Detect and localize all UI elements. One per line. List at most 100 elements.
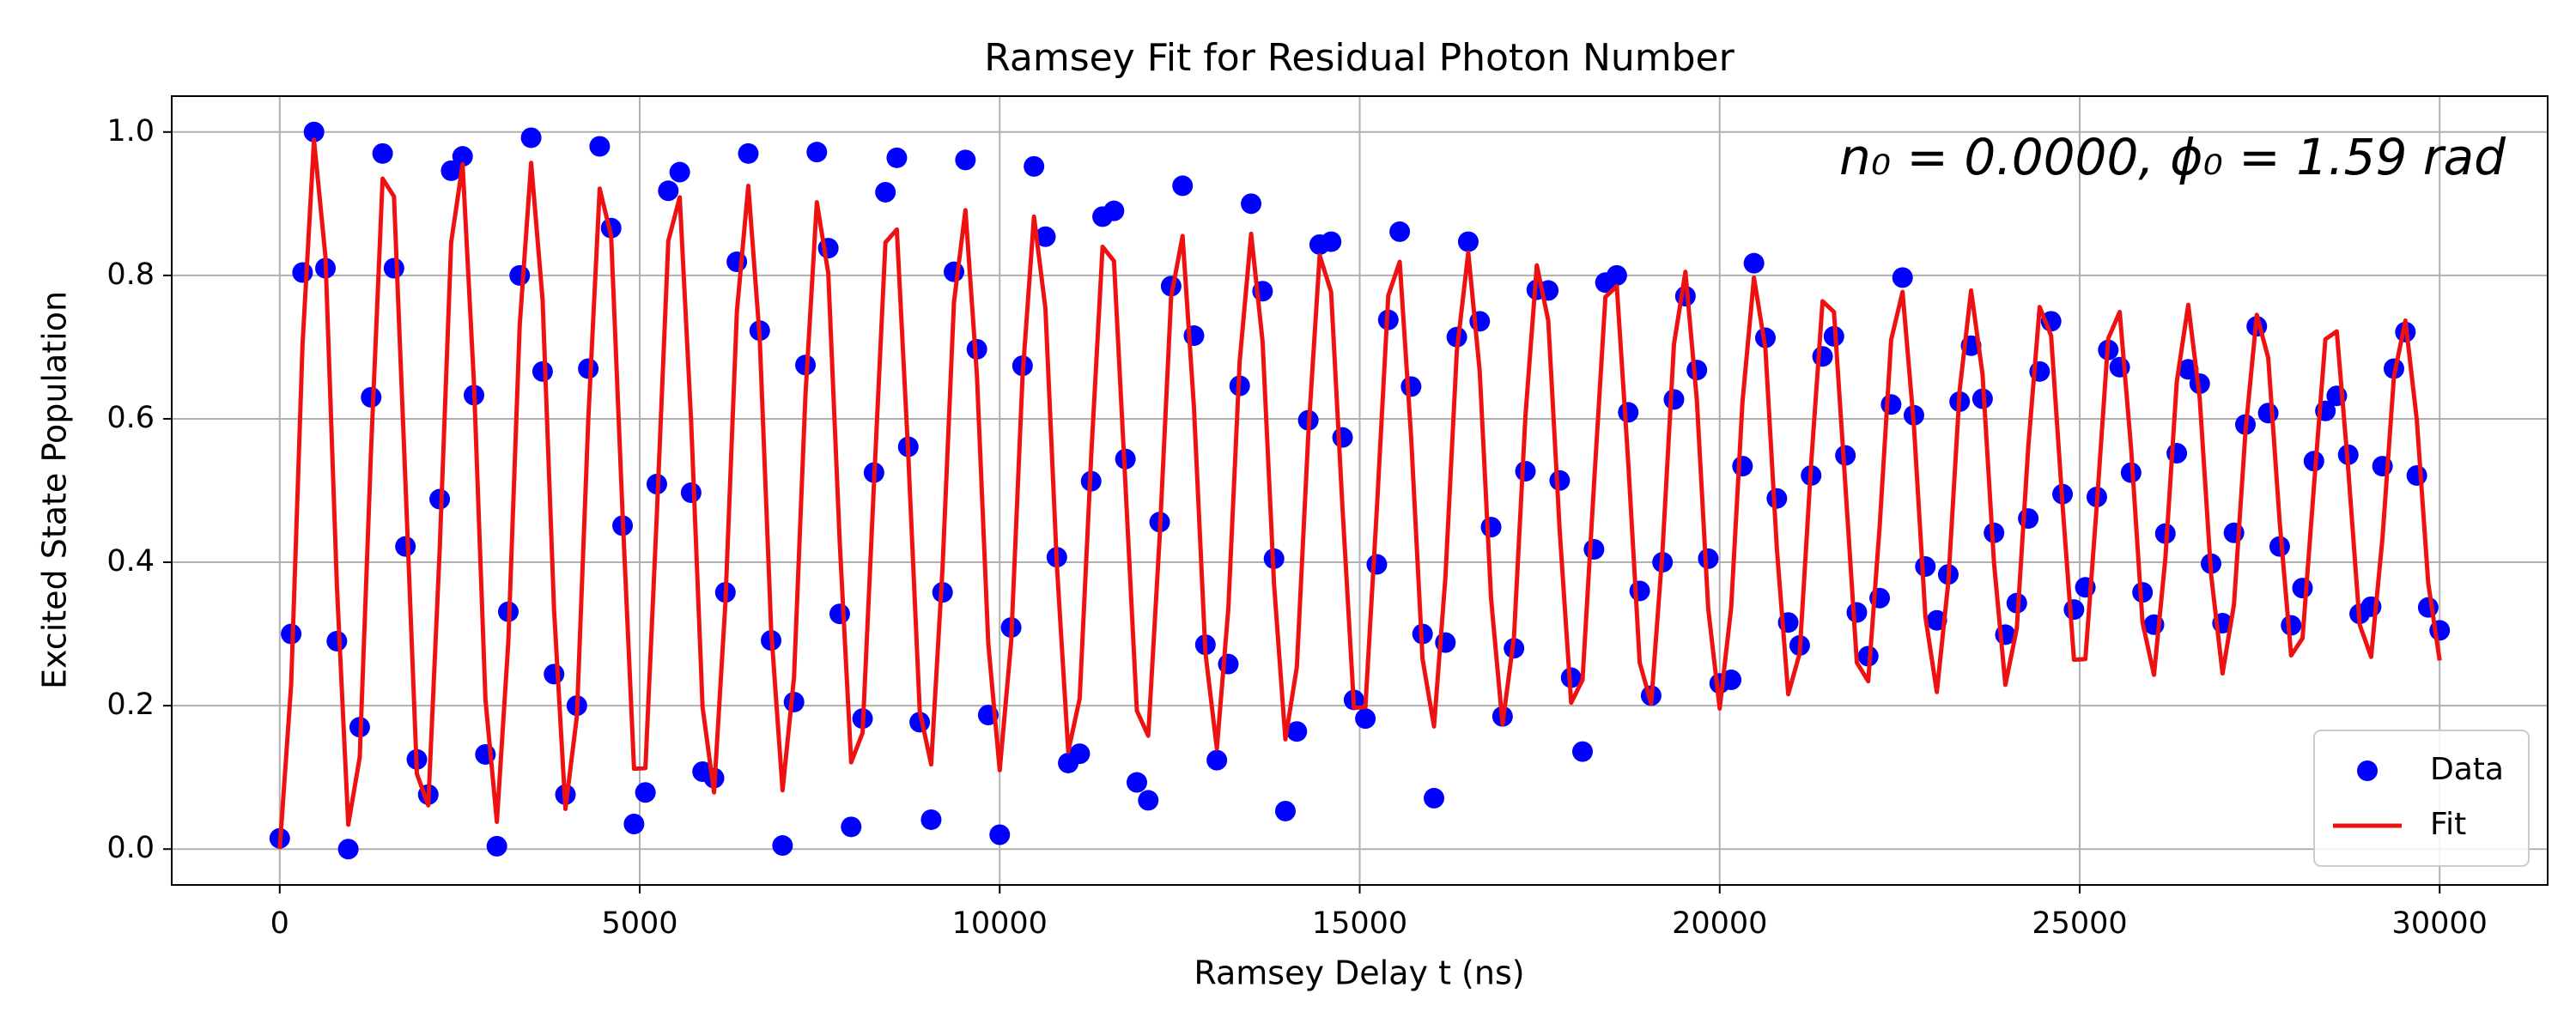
data-point [806,142,828,163]
data-point [486,835,507,857]
data-point [738,142,759,164]
data-point [1366,554,1388,575]
y-tick-label: 0.2 [106,688,155,722]
data-point [1618,402,1639,423]
data-point [623,813,645,834]
data-point [841,816,862,838]
data-point [1103,200,1125,221]
data-point [2063,599,2085,621]
x-tick-label: 5000 [601,906,677,941]
data-point [2417,597,2439,618]
x-tick-label: 30000 [2392,906,2488,941]
data-point [1389,221,1411,242]
data-point [669,161,690,183]
data-point [452,146,473,167]
data-point [1286,721,1308,742]
y-tick-label: 0.0 [106,831,155,865]
y-tick-label: 1.0 [106,114,155,148]
data-point [635,782,656,803]
data-point [532,360,553,382]
data-point [658,180,679,202]
data-point [955,149,976,171]
data-point [1583,539,1605,560]
data-point [2406,464,2427,486]
data-point [1206,749,1228,771]
data-point [989,824,1011,845]
data-point [1629,580,1650,602]
x-tick-label: 10000 [952,906,1048,941]
plot-area [269,121,2451,860]
data-point [326,630,348,651]
data-point [544,663,565,685]
data-point [875,181,896,203]
data-point [372,142,393,164]
legend-label: Data [2430,752,2504,787]
data-point [2257,403,2279,424]
x-axis-label: Ramsey Delay t (ns) [1194,954,1524,992]
data-point [1332,427,1353,448]
data-point [1480,517,1502,538]
data-point [1035,226,1056,247]
data-point [1732,456,1753,477]
data-point [1743,252,1765,274]
x-tick-label: 0 [270,906,289,941]
data-point [1663,389,1685,410]
data-point [1172,175,1194,197]
x-tick-label: 15000 [1312,906,1407,941]
data-point [1572,741,1594,762]
data-point [589,136,611,157]
data-point [1606,264,1627,286]
data-point [1457,231,1479,252]
legend-marker [2357,760,2378,781]
x-tick-label: 25000 [2032,906,2127,941]
data-point [1515,460,1536,482]
data-point [944,261,965,282]
y-tick-label: 0.6 [106,401,155,435]
data-point [1321,231,1342,252]
data-point [1698,548,1719,569]
ticks: 0 5000 10000 15000 20000 25000 30000 0.0 0.2 0.4 0… [106,114,2488,941]
data-point [886,147,908,168]
data-point [1024,155,1045,177]
data-point [383,258,404,279]
data-point [1880,394,1902,415]
data-point [829,603,850,625]
annotation: n₀ = 0.0000, ϕ₀ = 1.59 rad [1839,128,2506,186]
data-point [578,358,599,379]
data-point [1812,346,1833,367]
data-point [440,160,462,181]
data-point [303,121,325,142]
data-point [1892,267,1913,288]
data-point [1069,743,1091,765]
x-tick-label: 20000 [1672,906,1767,941]
data-point [1766,488,1788,509]
legend: Data Fit [2313,730,2530,867]
data-point [1400,376,1422,397]
data-point [1126,772,1147,793]
fit-line [277,137,2442,850]
data-point [2292,578,2313,599]
data-point [772,835,793,857]
data-point [1274,800,1296,821]
data-point [395,536,416,557]
y-axis-label: Excited State Population [36,291,74,689]
data-point [520,127,542,148]
data-point [2018,508,2039,530]
data-point [1138,790,1159,811]
data-point [680,482,702,504]
chart-title: Ramsey Fit for Residual Photon Number [984,36,1735,80]
legend-label: Fit [2430,807,2466,842]
data-point [337,839,359,860]
data-point [1424,787,1445,809]
y-tick-label: 0.8 [106,258,155,292]
data-point [292,262,313,283]
data-point [1721,670,1742,691]
data-point [509,264,531,286]
y-tick-label: 0.4 [106,544,155,579]
data-point [1241,193,1262,215]
data-point [1355,708,1376,730]
legend-box [2313,730,2530,867]
